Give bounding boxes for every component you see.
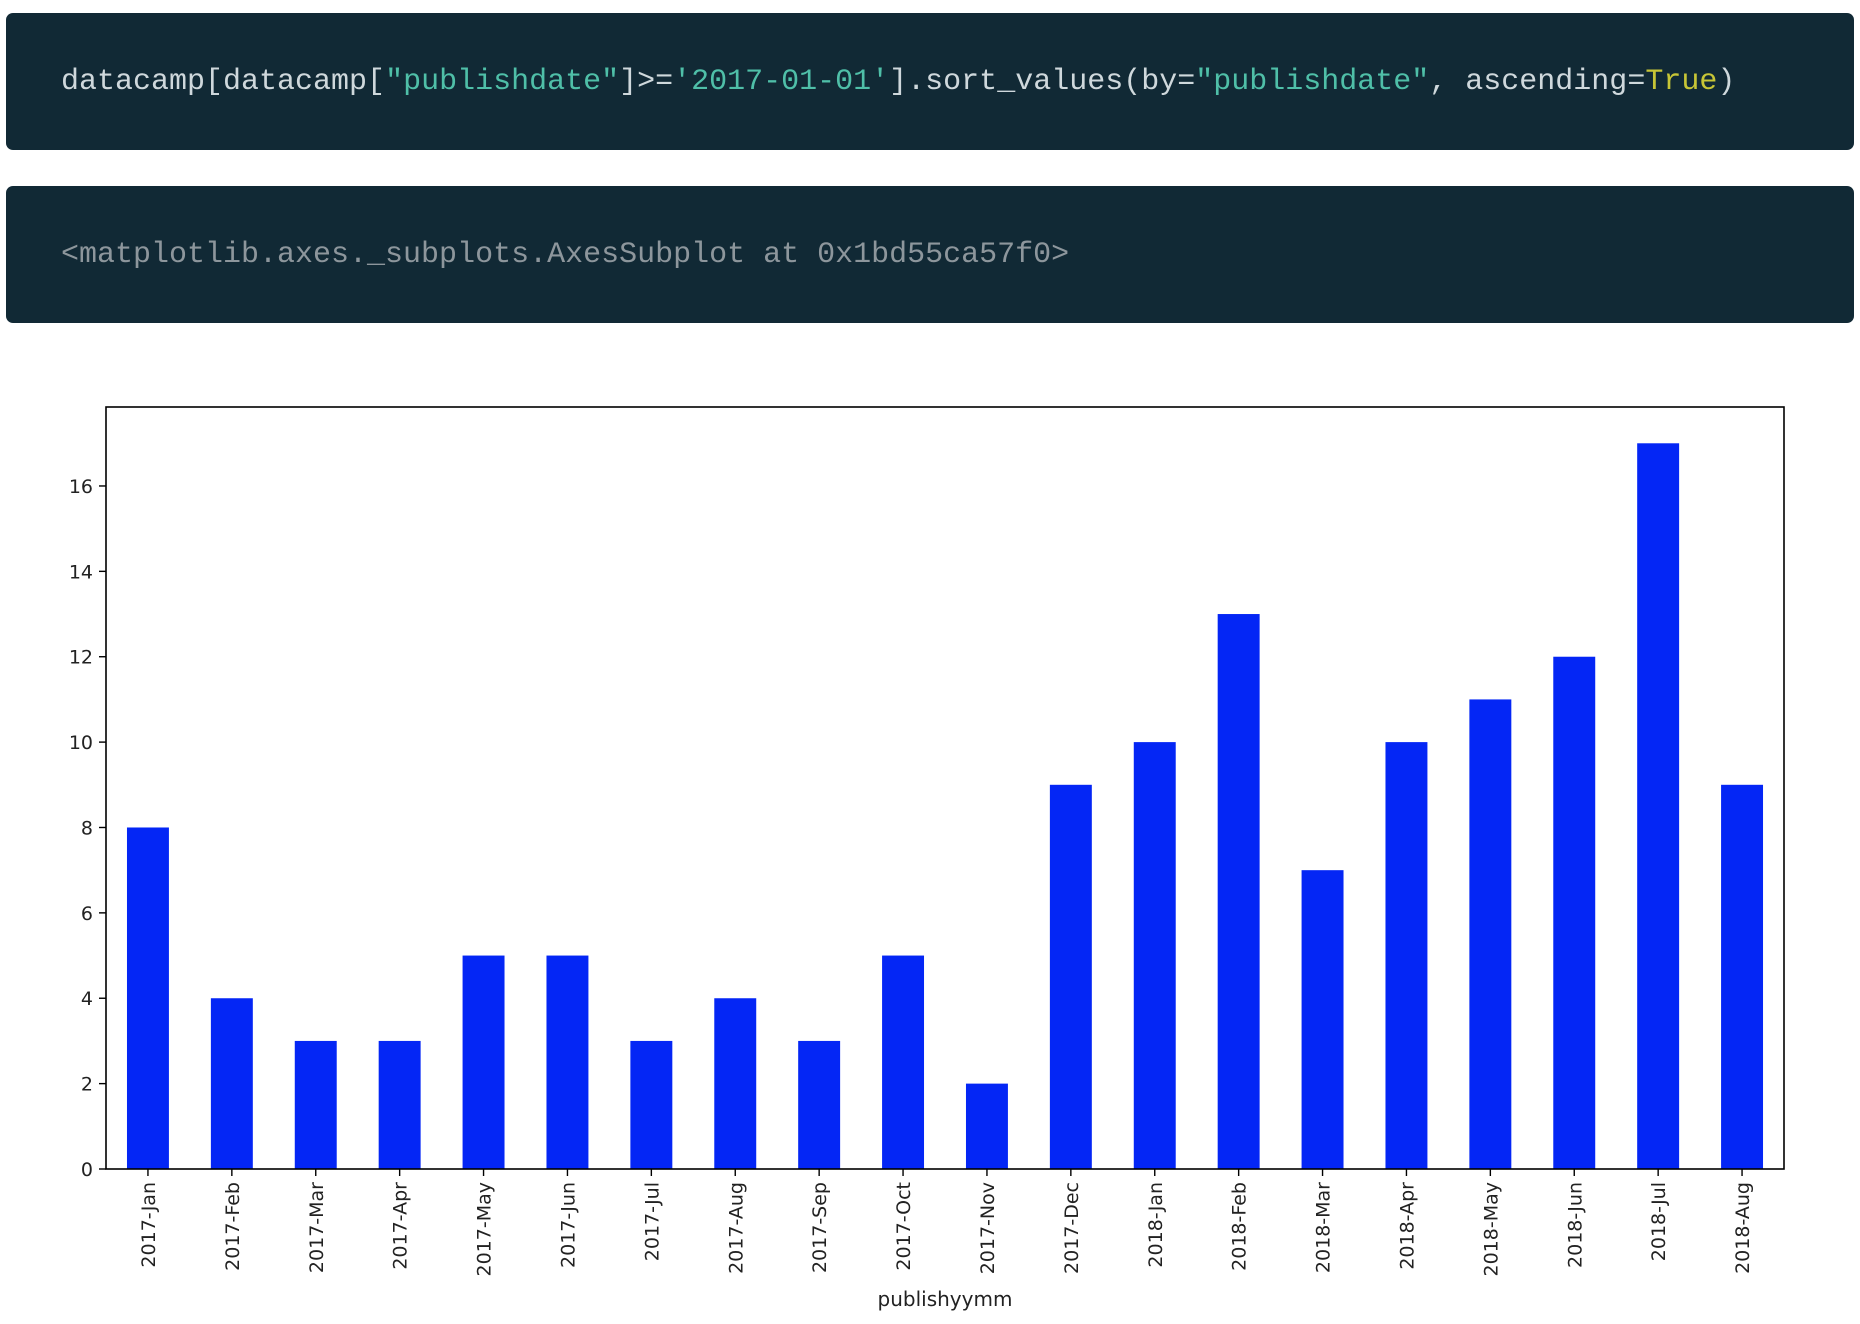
y-tick-label: 10 [69,732,93,754]
x-tick-label: 2017-Jan [138,1182,160,1268]
x-tick-label: 2018-Apr [1396,1182,1418,1270]
x-tick-label: 2017-Nov [977,1182,999,1274]
x-tick-label: 2018-May [1480,1182,1502,1277]
bar [546,955,589,1169]
x-axis-title: publishyymm [878,1287,1013,1311]
x-tick-label: 2018-Jan [1145,1182,1167,1268]
x-tick-label: 2018-Feb [1229,1182,1251,1271]
x-tick-label: 2017-Mar [306,1182,328,1273]
x-tick-label: 2017-Oct [893,1182,915,1271]
y-tick-label: 14 [69,561,93,583]
code-token: ]>= [619,64,674,99]
bar [1217,614,1260,1169]
bar [462,955,505,1169]
x-tick-label: 2018-Mar [1313,1182,1335,1273]
y-tick-label: 8 [81,817,93,839]
x-tick-label: 2018-Jun [1564,1182,1586,1268]
bar [630,1040,673,1169]
code-cell-output: <matplotlib.axes._subplots.AxesSubplot a… [6,186,1854,323]
bar [126,827,169,1169]
bar [210,998,253,1169]
x-axis: 2017-Jan 2017-Feb 2017-Mar 2017-Apr 2017-May… [138,1169,1754,1277]
bar [1721,784,1764,1169]
y-tick-label: 16 [69,476,93,498]
code-token: ) [1717,64,1736,99]
x-tick-label: 2017-Apr [390,1182,412,1270]
y-tick-label: 2 [81,1074,93,1096]
bar [965,1083,1008,1169]
code-token: "publishdate" [385,64,620,99]
x-tick-label: 2018-Jul [1648,1182,1670,1261]
bar [798,1040,841,1169]
bar [1301,870,1344,1169]
bar [1469,699,1512,1169]
x-tick-label: 2017-May [474,1182,496,1277]
x-tick-label: 2017-Sep [809,1182,831,1273]
x-tick-label: 2018-Aug [1732,1182,1754,1274]
y-tick-label: 0 [81,1159,93,1181]
bar [378,1040,421,1169]
code-token: True [1645,64,1718,99]
x-tick-label: 2017-Jul [641,1182,663,1261]
output-text: <matplotlib.axes._subplots.AxesSubplot a… [61,237,1070,272]
x-tick-label: 2017-Dec [1061,1182,1083,1274]
bars-group [126,443,1764,1169]
code-token: datacamp[datacamp[ [61,64,386,99]
code-line: datacamp[datacamp["publishdate"]>='2017-… [61,65,1735,99]
y-tick-label: 6 [81,903,93,925]
y-tick-label: 12 [69,647,93,669]
bar [1133,742,1176,1169]
y-axis: 0 2 4 6 8 10 12 14 16 [69,476,106,1181]
bar [714,998,757,1169]
bar [1049,784,1092,1169]
x-tick-label: 2017-Feb [222,1182,244,1271]
y-tick-label: 4 [81,988,93,1010]
bar [1385,742,1428,1169]
code-token: , ascending= [1429,64,1646,99]
code-cell-input[interactable]: datacamp[datacamp["publishdate"]>='2017-… [6,13,1854,150]
bar [1553,656,1596,1169]
code-token: ].sort_values(by= [889,64,1196,99]
bar [1637,443,1680,1169]
code-token: "publishdate" [1195,64,1430,99]
bar [882,955,925,1169]
x-tick-label: 2017-Jun [557,1182,579,1268]
x-tick-label: 2017-Aug [725,1182,747,1274]
code-token: '2017-01-01' [673,64,890,99]
bar [294,1040,337,1169]
plot-frame [105,406,1785,1170]
